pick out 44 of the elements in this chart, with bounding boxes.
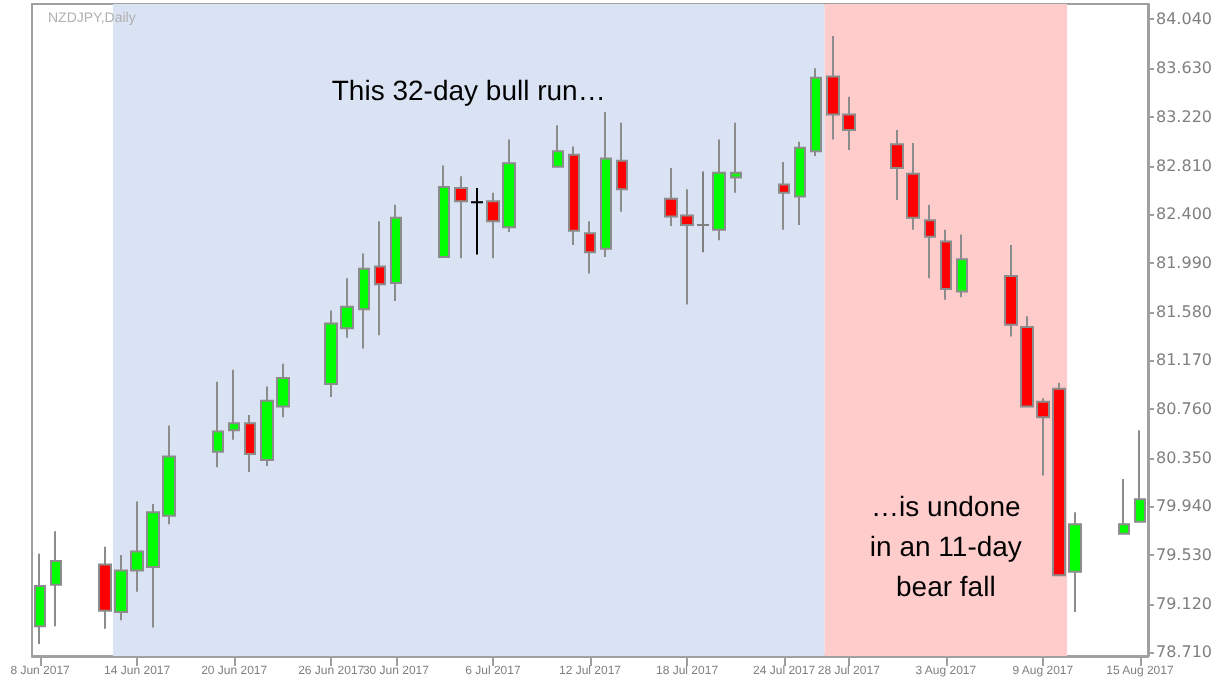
candlestick: [568, 145, 580, 247]
y-tick-label: 79.940: [1156, 497, 1212, 516]
candlestick: [890, 128, 904, 201]
candlestick: [374, 220, 386, 337]
y-tick-label: 81.580: [1156, 302, 1212, 321]
candlestick: [616, 121, 628, 213]
candlestick: [956, 233, 968, 299]
y-tick-label: 82.810: [1156, 156, 1212, 175]
y-tick-label: 83.630: [1156, 59, 1212, 78]
candlestick: [810, 67, 822, 158]
y-tick-label: 80.760: [1156, 399, 1212, 418]
candlestick: [552, 124, 564, 168]
annotation: This 32-day bull run…: [331, 74, 606, 106]
candlestick: [584, 220, 596, 275]
candlestick: [390, 203, 402, 302]
candlestick: [600, 111, 612, 258]
y-tick-label: 81.990: [1156, 253, 1212, 272]
y-tick-label: 79.120: [1156, 594, 1212, 613]
candlestick: [794, 140, 806, 226]
candlestick: [1134, 429, 1146, 523]
candlestick: [924, 203, 936, 280]
y-tick-label: 81.170: [1156, 351, 1212, 370]
candlestick: [50, 530, 62, 628]
candlestick: [228, 368, 240, 441]
candlestick: [212, 380, 224, 469]
candlestick: [358, 252, 370, 350]
y-tick-label: 84.040: [1156, 10, 1212, 29]
y-tick-label: 80.350: [1156, 448, 1212, 467]
candlestick: [940, 228, 952, 301]
candlestick: [778, 160, 790, 231]
candlestick: [438, 164, 450, 258]
candlestick: [1118, 478, 1130, 535]
candlestick: [906, 141, 920, 231]
candlestick: [470, 187, 484, 256]
candlestick: [34, 552, 46, 646]
y-tick-label: 78.710: [1156, 643, 1212, 662]
y-tick-label: 79.530: [1156, 546, 1212, 565]
candlestick: [730, 121, 742, 194]
candlestick: [454, 175, 468, 260]
annotation: …is undone in an 11-day bear fall: [869, 490, 1022, 602]
candlestick: [244, 413, 256, 473]
y-tick-label: 83.220: [1156, 107, 1212, 126]
y-tick-label: 82.400: [1156, 205, 1212, 224]
candlestick: [1004, 244, 1018, 338]
